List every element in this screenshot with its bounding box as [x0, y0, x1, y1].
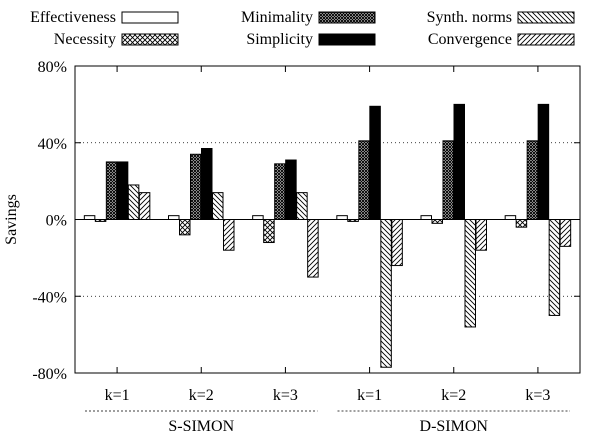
y-tick-label: 0% — [46, 213, 67, 230]
bar-effectiveness — [336, 215, 348, 221]
bar-synth-norms — [127, 184, 140, 220]
y-axis-label: Savings — [3, 194, 20, 245]
y-tick-label: 80% — [38, 59, 67, 76]
y-tick-label: 40% — [38, 136, 67, 153]
y-tick-label: -40% — [32, 289, 67, 306]
legend-swatch — [517, 33, 575, 46]
x-tick-labels: k=1 k=2 k=3 k=1 k=2 k=3 — [105, 387, 551, 404]
bar-minimality — [274, 163, 286, 220]
bar-convergence — [138, 192, 151, 220]
bar-convergence — [559, 219, 572, 247]
bar-convergence — [223, 219, 235, 251]
bar-necessity — [515, 219, 528, 228]
bar-convergence — [475, 219, 487, 251]
legend-label: Necessity — [54, 31, 116, 48]
bar-effectiveness — [504, 215, 517, 221]
legend: Effectiveness Necessity Minimality Simplici… — [30, 9, 575, 48]
bar-synth-norms — [464, 219, 476, 328]
bar-effectiveness — [420, 215, 432, 221]
bar-simplicity — [285, 159, 297, 221]
y-tick-label: -80% — [32, 366, 67, 383]
axis-ticks — [75, 65, 580, 374]
bar-minimality — [105, 161, 118, 220]
legend-label: Synth. norms — [427, 9, 512, 26]
bar-minimality — [358, 140, 370, 220]
bar-convergence — [391, 219, 403, 267]
x-tick-label: k=2 — [189, 387, 214, 404]
bar-necessity — [179, 219, 191, 236]
bar-simplicity — [453, 103, 465, 220]
legend-label: Convergence — [428, 31, 512, 48]
bar-minimality — [442, 140, 454, 220]
grid-lines — [75, 142, 580, 297]
bar-necessity — [263, 219, 275, 244]
bar-minimality — [190, 153, 202, 220]
bar-minimality — [526, 140, 539, 220]
bar-simplicity — [201, 148, 213, 221]
x-tick-label: k=1 — [357, 387, 382, 404]
bar-effectiveness — [252, 215, 264, 221]
legend-swatch — [121, 33, 179, 46]
legend-label: Simplicity — [246, 31, 313, 48]
legend-swatch — [318, 33, 376, 46]
y-tick-labels: -80% -40% 0% 40% 80% — [32, 59, 67, 383]
group-label: S-SIMON — [168, 418, 234, 435]
bar-synth-norms — [212, 192, 224, 220]
legend-swatch — [517, 11, 575, 24]
bar-effectiveness — [83, 215, 96, 221]
group-label: D-SIMON — [420, 418, 489, 435]
legend-label: Minimality — [241, 9, 313, 26]
bar-simplicity — [369, 105, 381, 220]
legend-label: Effectiveness — [30, 9, 116, 26]
bar-convergence — [307, 219, 319, 278]
legend-swatch — [318, 11, 376, 24]
bar-simplicity — [537, 103, 550, 220]
x-tick-label: k=3 — [273, 387, 298, 404]
bar-synth-norms — [380, 219, 392, 368]
bar-synth-norms — [296, 192, 308, 220]
bar-necessity — [431, 219, 443, 224]
group-labels: S-SIMON D-SIMON — [85, 410, 570, 435]
bar-simplicity — [116, 161, 129, 220]
x-tick-label: k=2 — [441, 387, 466, 404]
x-tick-label: k=3 — [525, 387, 550, 404]
legend-swatch — [121, 11, 179, 24]
bar-synth-norms — [548, 219, 561, 316]
x-tick-label: k=1 — [105, 387, 130, 404]
bar-effectiveness — [168, 215, 180, 221]
bars — [83, 103, 572, 368]
